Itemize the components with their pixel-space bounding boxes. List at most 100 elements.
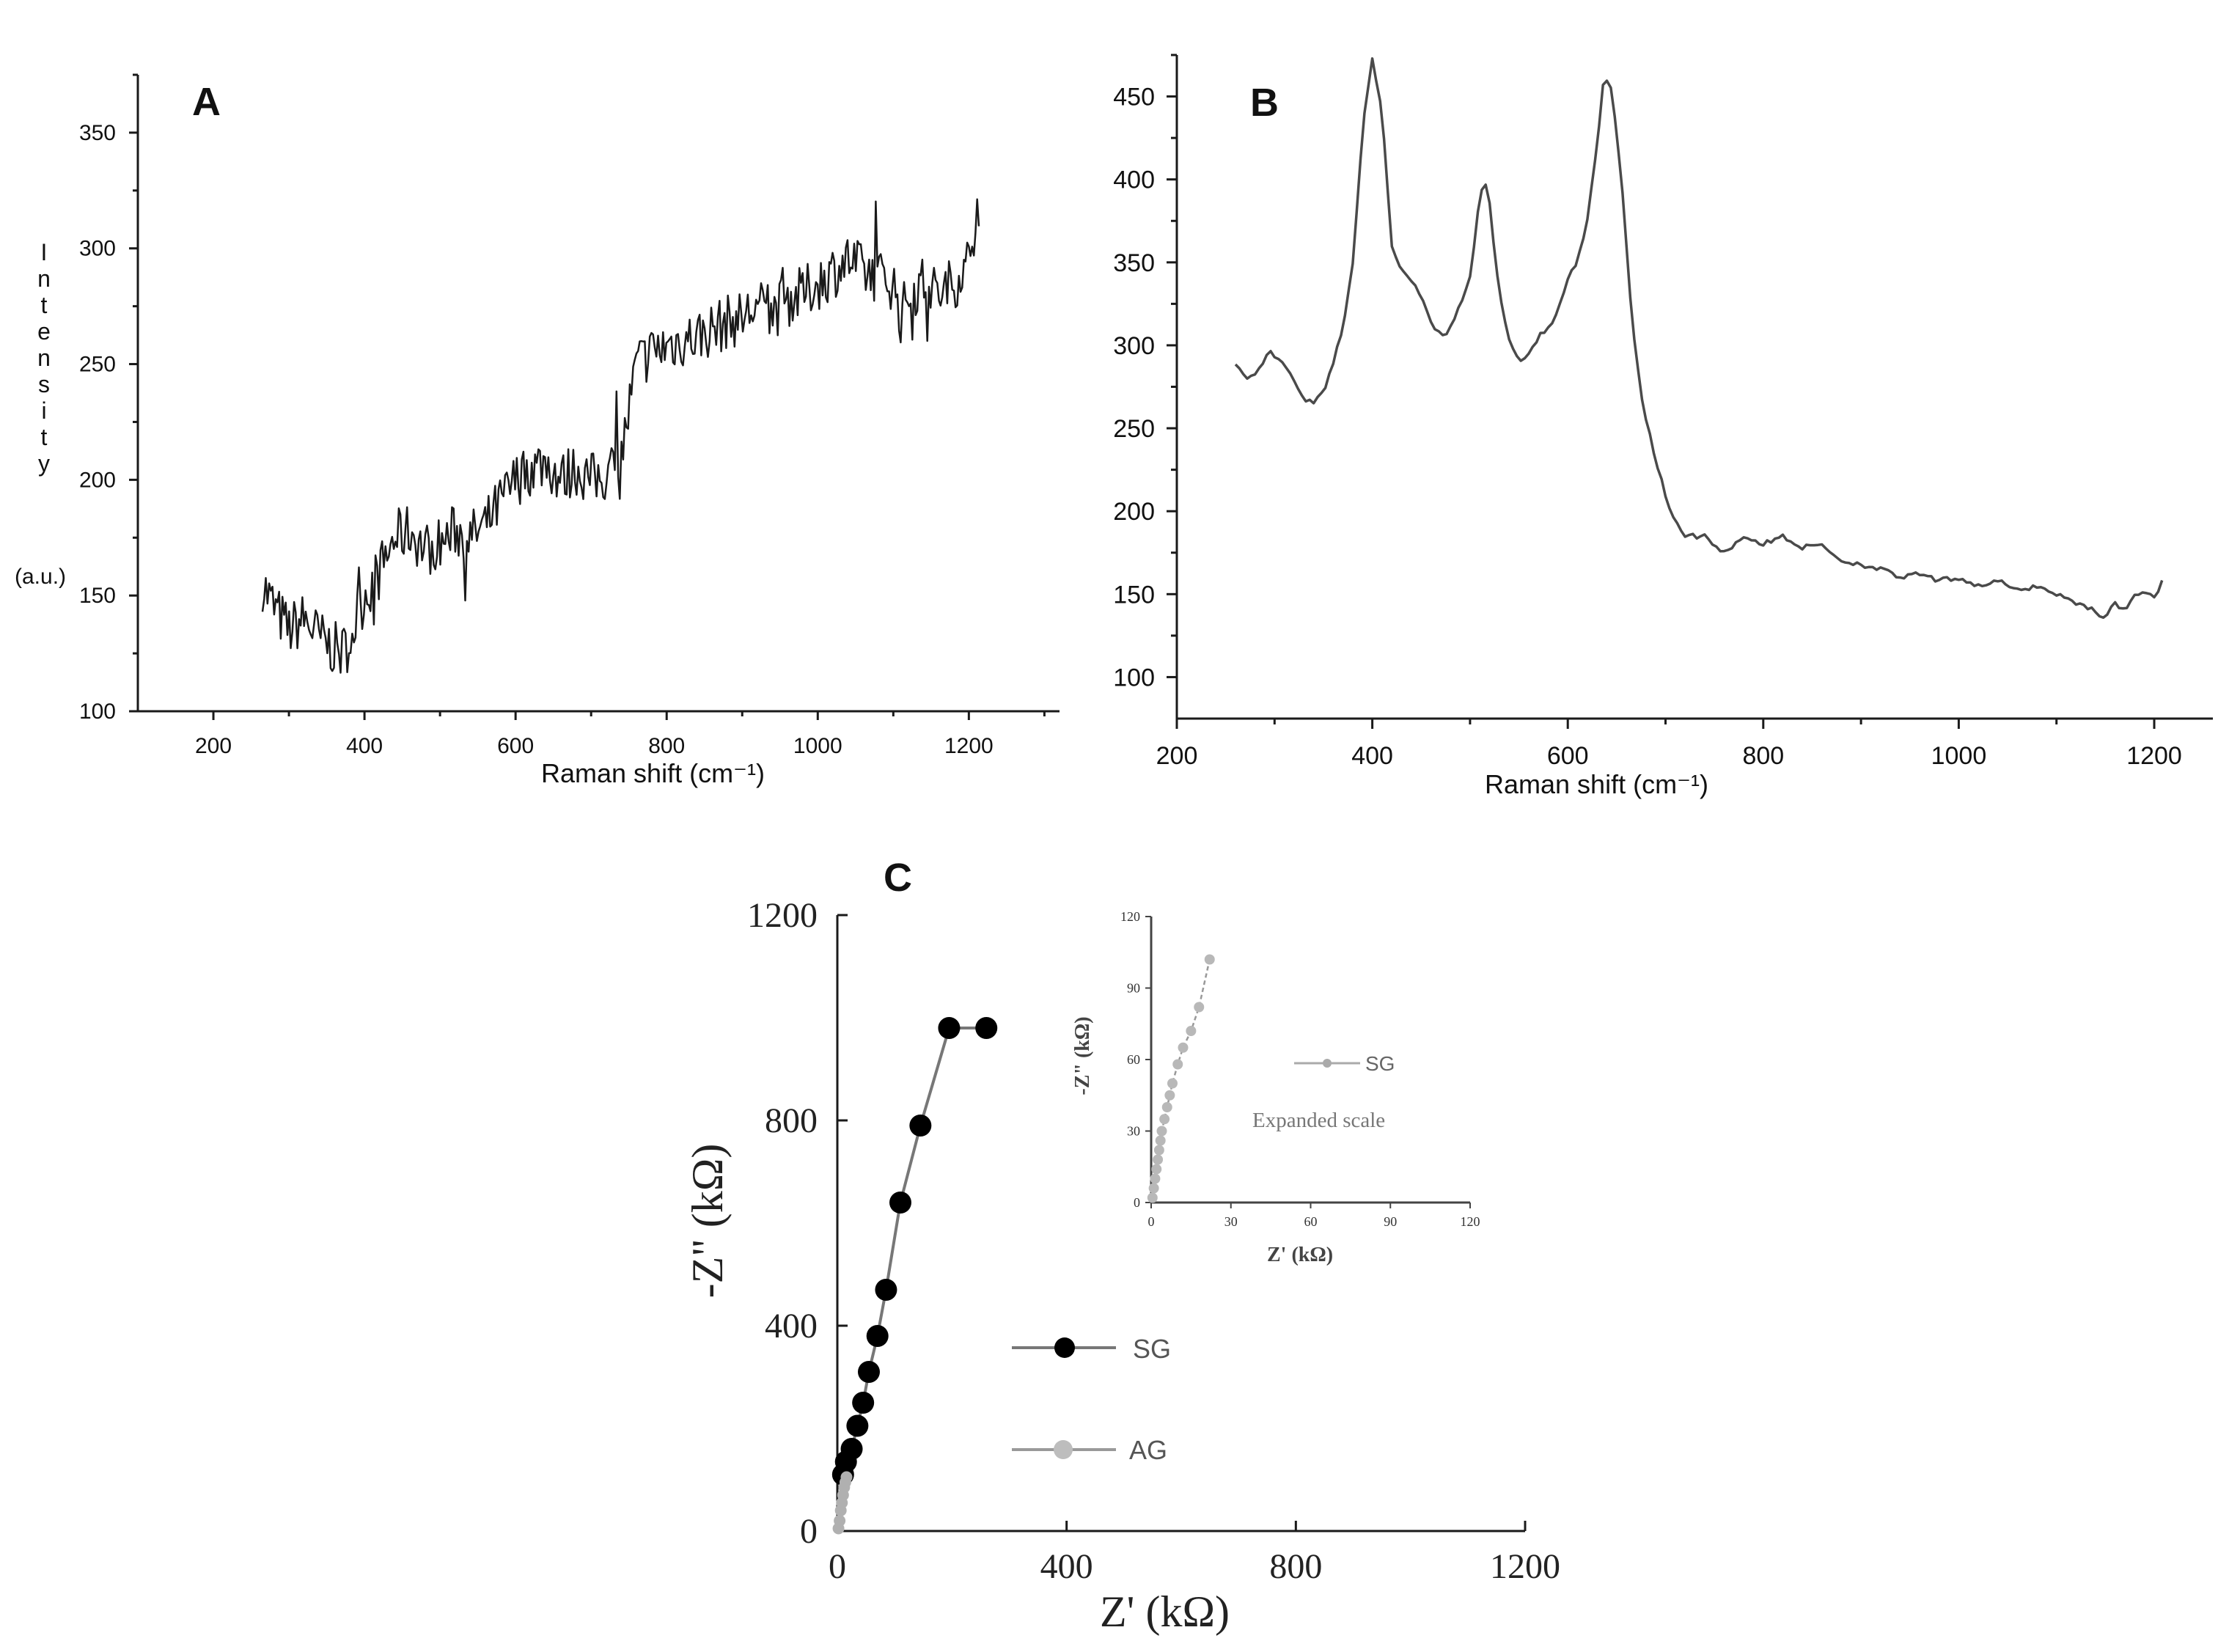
panel-a-x-tick-label: 1200 <box>944 734 994 758</box>
inset-annotation: Expanded scale <box>1252 1109 1385 1132</box>
panel-a-y-unit: (a.u.) <box>15 565 66 589</box>
panel-b-x-tick-label: 1200 <box>2126 742 2182 770</box>
panel-a-x-tick-label: 200 <box>195 734 232 758</box>
panel-c-letter: C <box>884 856 912 900</box>
inset-series-point <box>1164 1090 1175 1101</box>
inset-series-point <box>1161 1102 1172 1112</box>
panel-c-inset: 0 30 60 90 120 0 30 60 90 120 SG Expanded scale Z… <box>1071 909 1480 1266</box>
panel-c-x-tick-label: 800 <box>1269 1547 1322 1586</box>
panel-a-y-label-letter: e <box>37 318 51 345</box>
inset-x-tick-label: 60 <box>1304 1214 1318 1229</box>
inset-series-point <box>1156 1126 1167 1137</box>
panel-c-y-tick-label: 400 <box>765 1307 818 1346</box>
inset-series-point <box>1155 1135 1166 1146</box>
panel-a-y-label-letter: n <box>37 345 51 371</box>
panel-a-y-tick-label: 300 <box>79 237 116 261</box>
series-sg-point <box>866 1325 889 1347</box>
inset-series-point <box>1178 1042 1189 1053</box>
inset-series-point <box>1147 1192 1158 1203</box>
inset-y-tick-label: 60 <box>1127 1052 1140 1067</box>
inset-series-point <box>1153 1154 1164 1165</box>
panel-b-x-label: Raman shift (cm⁻¹) <box>1485 769 1708 799</box>
series-sg-point <box>889 1192 911 1214</box>
series-sg-point <box>975 1017 998 1039</box>
inset-series-point <box>1151 1164 1162 1175</box>
panel-a-y-tick-label: 150 <box>79 584 116 608</box>
inset-x-label: Z' (kΩ) <box>1267 1244 1333 1266</box>
panel-a-y-label-letter: s <box>38 371 50 397</box>
panel-a-spectrum-line <box>261 198 980 674</box>
panel-a-y-tick-label: 250 <box>79 353 116 377</box>
panel-a-y-label-letter: t <box>41 292 48 318</box>
inset-series-point <box>1148 1183 1159 1194</box>
panel-c-y-tick-label: 0 <box>800 1512 818 1551</box>
panel-a-x-tick-label: 400 <box>346 734 383 758</box>
inset-x-tick-label: 120 <box>1461 1214 1480 1229</box>
panel-a-x-label: Raman shift (cm⁻¹) <box>541 758 765 788</box>
inset-x-tick-label: 30 <box>1224 1214 1238 1229</box>
panel-a-y-tick-label: 100 <box>79 700 116 724</box>
legend-ag-marker <box>1054 1440 1073 1459</box>
series-ag-point <box>840 1471 853 1483</box>
legend-sg-label: SG <box>1133 1334 1171 1364</box>
panel-b-y-tick-label: 200 <box>1113 498 1155 526</box>
inset-series-point <box>1172 1059 1183 1070</box>
panel-b-y-tick-label: 100 <box>1113 664 1155 691</box>
inset-series-point <box>1159 1114 1170 1125</box>
series-sg-point <box>857 1361 880 1383</box>
panel-c-y-label: -Z" (kΩ) <box>683 1144 732 1299</box>
panel-a-x-tick-label: 600 <box>497 734 534 758</box>
panel-b-y-tick-label: 250 <box>1113 415 1155 443</box>
inset-y-tick-label: 0 <box>1134 1195 1140 1210</box>
panel-c-y-tick-label: 800 <box>765 1101 818 1140</box>
panel-c-x-tick-label: 0 <box>829 1547 846 1586</box>
inset-y-tick-label: 90 <box>1127 981 1140 996</box>
legend-ag-label: AG <box>1129 1435 1167 1465</box>
inset-legend-label: SG <box>1365 1052 1395 1075</box>
inset-y-label: -Z" (kΩ) <box>1071 1016 1094 1095</box>
panel-b-y-tick-label: 150 <box>1113 581 1155 609</box>
panel-b-letter: B <box>1250 81 1279 125</box>
panel-b-x-tick-label: 600 <box>1547 742 1589 770</box>
inset-series-point <box>1204 954 1215 965</box>
panel-c-legend: SG AG <box>1012 1334 1171 1465</box>
panel-b-x-tick-label: 200 <box>1156 742 1198 770</box>
series-sg-point <box>875 1279 897 1301</box>
panel-c-x-label: Z' (kΩ) <box>1100 1587 1230 1636</box>
panel-a-y-tick-label: 200 <box>79 468 116 492</box>
inset-x-tick-label: 90 <box>1384 1214 1397 1229</box>
panel-b-y-tick-label: 350 <box>1113 249 1155 277</box>
panel-b-x-tick-label: 800 <box>1742 742 1784 770</box>
series-sg-point <box>846 1414 869 1437</box>
panel-a: 200 400 600 800 1000 1200 100 150 200 250 300 350 A… <box>15 73 1060 788</box>
panel-a-y-label-letter: I <box>41 239 48 265</box>
panel-b-spectrum-line <box>1234 57 2164 620</box>
inset-legend-marker <box>1323 1059 1332 1068</box>
inset-series-point <box>1167 1078 1178 1089</box>
panel-a-y-label-letter: t <box>41 424 48 450</box>
panel-b-y-tick-label: 300 <box>1113 332 1155 360</box>
inset-series-point <box>1150 1173 1161 1184</box>
panel-a-letter: A <box>192 80 221 124</box>
inset-x-tick-label: 0 <box>1148 1214 1155 1229</box>
inset-series-point <box>1194 1002 1205 1013</box>
series-sg-point <box>840 1438 863 1460</box>
panel-b-x-tick-label: 1000 <box>1931 742 1987 770</box>
panel-c-y-tick-label: 1200 <box>747 896 818 935</box>
panel-b: 200 400 600 800 1000 1200 100 150 200 250 300 350 40… <box>1113 54 2213 799</box>
panel-a-y-label-letter: y <box>38 450 50 477</box>
panel-a-y-label-letter: i <box>41 397 46 424</box>
inset-y-tick-label: 30 <box>1127 1124 1140 1139</box>
legend-sg-marker <box>1054 1337 1075 1358</box>
panel-a-y-tick-label: 350 <box>79 121 116 145</box>
inset-y-tick-label: 120 <box>1120 909 1140 924</box>
inset-series-point <box>1186 1026 1197 1036</box>
panel-a-y-label-letter: n <box>37 265 51 292</box>
panel-b-x-tick-label: 400 <box>1351 742 1393 770</box>
series-sg-point <box>938 1017 961 1039</box>
panel-b-y-tick-label: 450 <box>1113 84 1155 111</box>
panel-c-x-tick-label: 400 <box>1040 1547 1093 1586</box>
panel-a-x-tick-label: 800 <box>648 734 685 758</box>
